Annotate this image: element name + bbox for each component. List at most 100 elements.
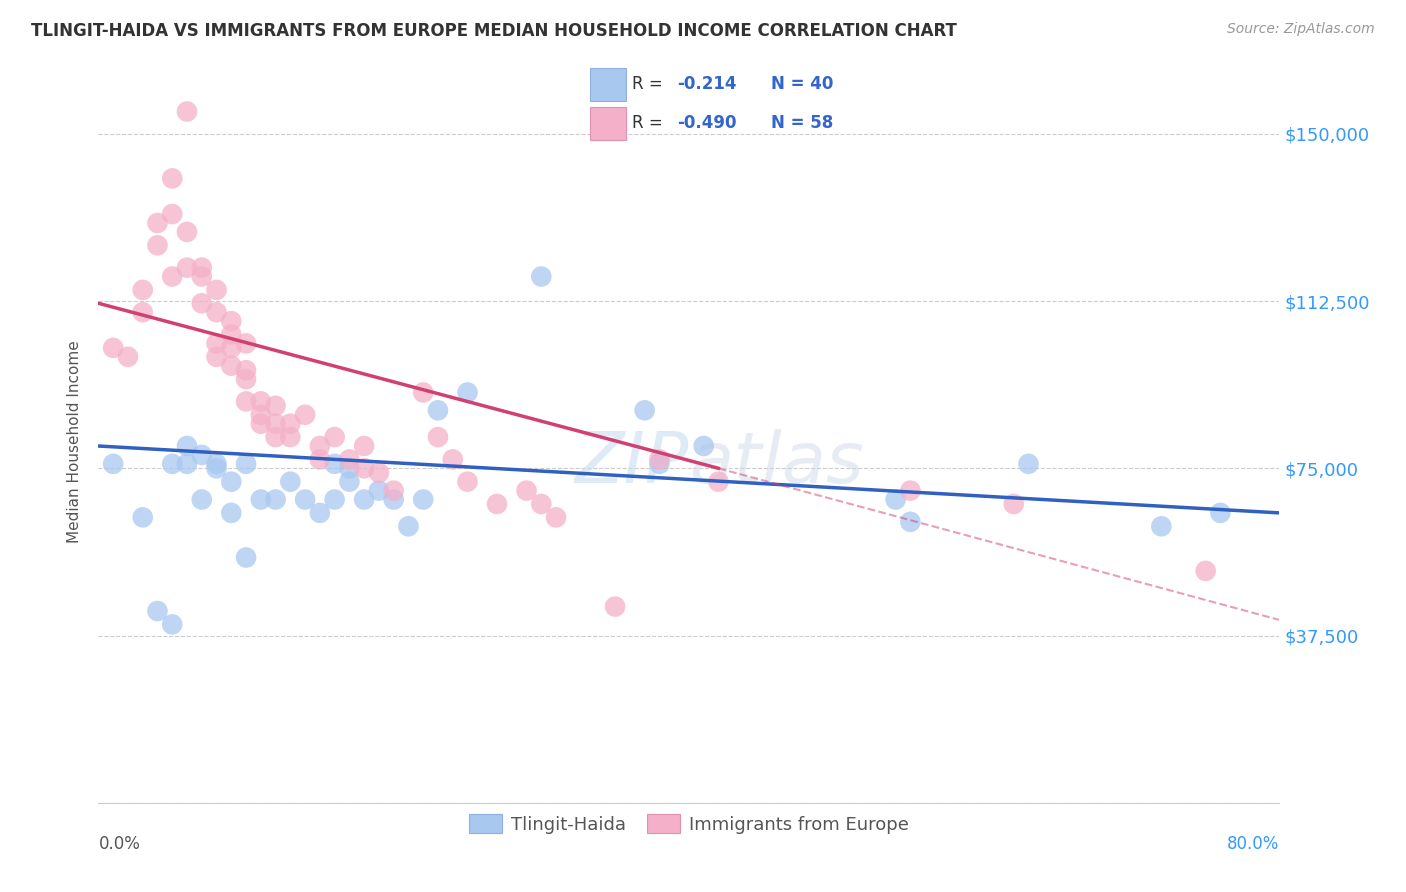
Point xyxy=(280,475,302,489)
Legend: Tlingit-Haida, Immigrants from Europe: Tlingit-Haida, Immigrants from Europe xyxy=(463,807,915,841)
Point xyxy=(309,506,332,520)
Point xyxy=(176,439,198,453)
Point xyxy=(900,483,922,498)
Point xyxy=(339,475,361,489)
Point xyxy=(146,216,169,230)
Point xyxy=(191,269,214,284)
Point xyxy=(323,430,346,444)
Point xyxy=(221,314,243,328)
Point xyxy=(382,492,405,507)
Point xyxy=(368,483,391,498)
Point xyxy=(1150,519,1173,533)
Point xyxy=(339,461,361,475)
Text: -0.214: -0.214 xyxy=(678,76,737,94)
Point xyxy=(707,475,730,489)
Point xyxy=(103,457,125,471)
Point xyxy=(103,341,125,355)
Point xyxy=(250,394,273,409)
Point xyxy=(339,452,361,467)
Point xyxy=(412,492,434,507)
Point xyxy=(176,104,198,119)
Point xyxy=(323,457,346,471)
Point xyxy=(353,492,375,507)
Point xyxy=(309,452,332,467)
Point xyxy=(191,296,214,310)
Point xyxy=(1018,457,1040,471)
Text: N = 40: N = 40 xyxy=(770,76,834,94)
Point xyxy=(146,604,169,618)
Text: 80.0%: 80.0% xyxy=(1227,835,1279,854)
Point xyxy=(530,497,553,511)
Point xyxy=(280,417,302,431)
Point xyxy=(221,327,243,342)
Text: N = 58: N = 58 xyxy=(770,114,834,132)
Point xyxy=(162,171,183,186)
Point xyxy=(264,430,287,444)
Point xyxy=(264,492,287,507)
Point xyxy=(382,483,405,498)
Point xyxy=(294,408,316,422)
Point xyxy=(427,403,450,417)
Text: 0.0%: 0.0% xyxy=(98,835,141,854)
FancyBboxPatch shape xyxy=(589,69,626,101)
Point xyxy=(132,283,155,297)
Point xyxy=(457,475,479,489)
Point xyxy=(323,492,346,507)
Point xyxy=(235,550,257,565)
Point xyxy=(368,466,391,480)
Point xyxy=(516,483,538,498)
Point xyxy=(132,305,155,319)
Point xyxy=(176,225,198,239)
Point xyxy=(1195,564,1218,578)
Point xyxy=(235,336,257,351)
Point xyxy=(205,350,228,364)
Point xyxy=(205,457,228,471)
Point xyxy=(605,599,627,614)
Point xyxy=(221,506,243,520)
Point xyxy=(205,461,228,475)
Point xyxy=(648,457,671,471)
Point xyxy=(205,305,228,319)
Point xyxy=(146,238,169,252)
Point xyxy=(250,408,273,422)
Text: R =: R = xyxy=(631,114,662,132)
Point xyxy=(191,448,214,462)
Point xyxy=(530,269,553,284)
Point xyxy=(117,350,139,364)
Point xyxy=(235,457,257,471)
Text: TLINGIT-HAIDA VS IMMIGRANTS FROM EUROPE MEDIAN HOUSEHOLD INCOME CORRELATION CHAR: TLINGIT-HAIDA VS IMMIGRANTS FROM EUROPE … xyxy=(31,22,957,40)
Point xyxy=(205,336,228,351)
Point xyxy=(398,519,420,533)
Point xyxy=(457,385,479,400)
Y-axis label: Median Household Income: Median Household Income xyxy=(67,340,83,543)
Point xyxy=(900,515,922,529)
Point xyxy=(162,457,183,471)
Point xyxy=(427,430,450,444)
Point xyxy=(205,283,228,297)
Point xyxy=(693,439,716,453)
Point xyxy=(486,497,509,511)
Point xyxy=(162,207,183,221)
Text: Source: ZipAtlas.com: Source: ZipAtlas.com xyxy=(1227,22,1375,37)
Point xyxy=(221,359,243,373)
Point xyxy=(191,492,214,507)
Text: -0.490: -0.490 xyxy=(678,114,737,132)
Point xyxy=(412,385,434,400)
Point xyxy=(264,399,287,413)
Point xyxy=(132,510,155,524)
Point xyxy=(634,403,657,417)
Point xyxy=(280,430,302,444)
Point xyxy=(250,492,273,507)
Point xyxy=(162,617,183,632)
Point xyxy=(1209,506,1232,520)
Point xyxy=(441,452,464,467)
Point xyxy=(221,341,243,355)
Point xyxy=(546,510,568,524)
Point xyxy=(884,492,907,507)
Point xyxy=(294,492,316,507)
Point xyxy=(309,439,332,453)
FancyBboxPatch shape xyxy=(589,107,626,139)
Point xyxy=(648,452,671,467)
Point xyxy=(176,457,198,471)
Text: ZIP: ZIP xyxy=(575,429,689,498)
